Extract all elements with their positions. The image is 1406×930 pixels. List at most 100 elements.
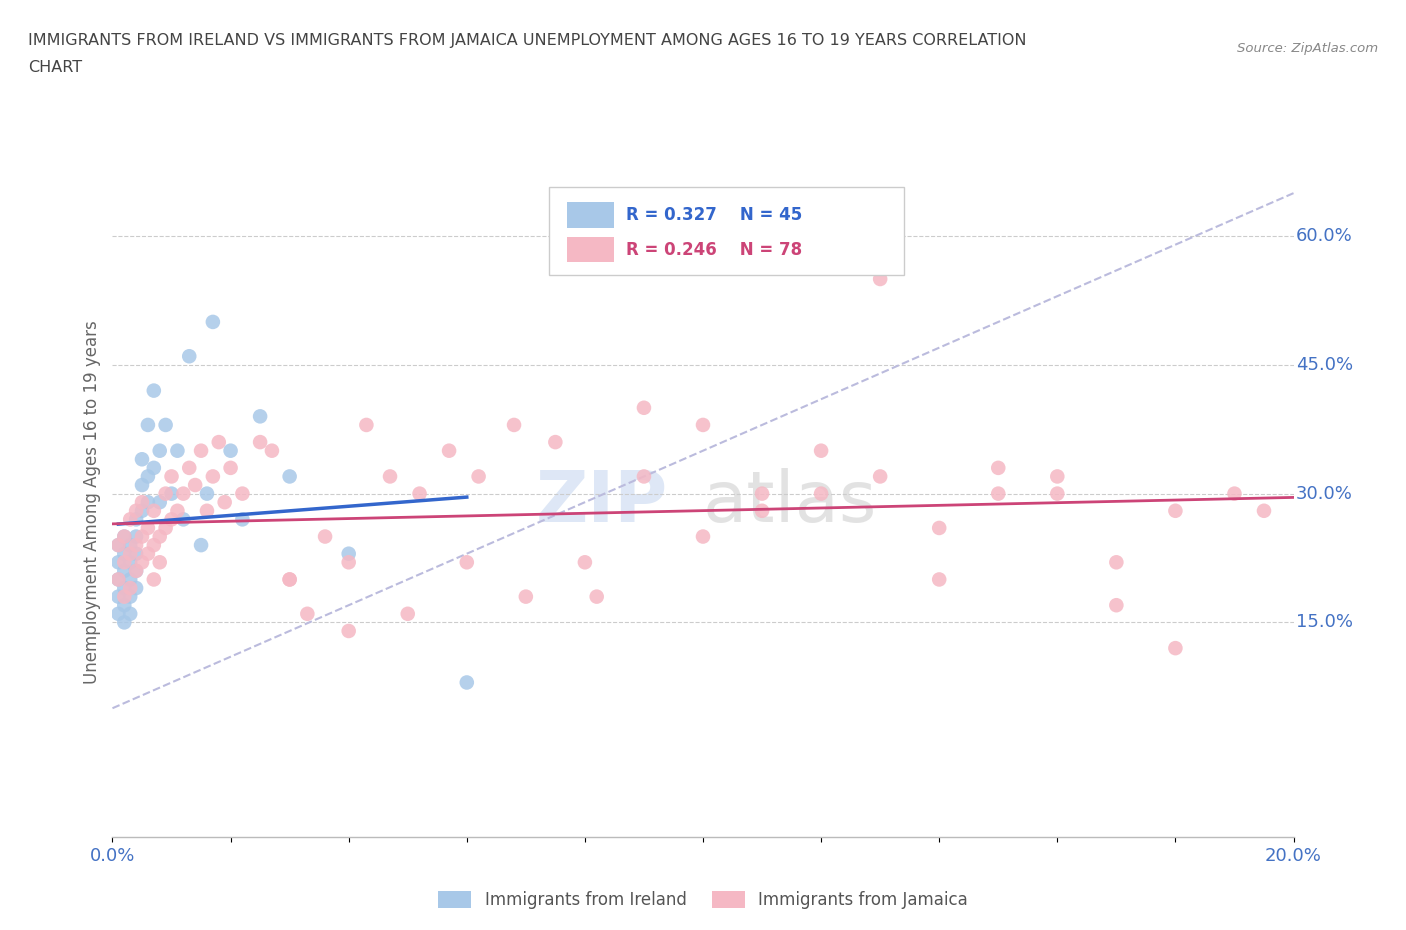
Point [208, 434, 231, 449]
Point [503, 418, 526, 432]
Point [278, 572, 301, 587]
Text: 15.0%: 15.0% [1296, 614, 1353, 631]
Point [278, 469, 301, 484]
Point [751, 486, 773, 501]
Point [107, 555, 129, 570]
Point [179, 460, 201, 475]
Point [1046, 469, 1069, 484]
Point [184, 478, 207, 493]
Point [107, 572, 129, 587]
Point [136, 495, 159, 510]
Point [149, 529, 172, 544]
Point [928, 521, 950, 536]
Point [297, 606, 319, 621]
Point [142, 460, 165, 475]
Point [120, 606, 142, 621]
Point [1105, 555, 1128, 570]
Point [166, 503, 188, 518]
Point [928, 572, 950, 587]
Point [1046, 486, 1069, 501]
Point [633, 469, 655, 484]
Point [125, 564, 148, 578]
FancyBboxPatch shape [550, 188, 904, 274]
Text: R = 0.246    N = 78: R = 0.246 N = 78 [626, 241, 803, 259]
Point [219, 460, 242, 475]
Point [574, 555, 596, 570]
Point [396, 606, 419, 621]
Text: IMMIGRANTS FROM IRELAND VS IMMIGRANTS FROM JAMAICA UNEMPLOYMENT AMONG AGES 16 TO: IMMIGRANTS FROM IRELAND VS IMMIGRANTS FR… [28, 33, 1026, 47]
Point [131, 478, 153, 493]
Point [172, 512, 194, 526]
Bar [567, 237, 614, 262]
Point [120, 580, 142, 595]
Point [120, 555, 142, 570]
Point [112, 546, 135, 561]
Point [260, 444, 283, 458]
Point [456, 555, 478, 570]
Point [585, 590, 607, 604]
Point [337, 546, 360, 561]
Point [155, 486, 177, 501]
Point [437, 444, 460, 458]
Point [467, 469, 489, 484]
Point [107, 590, 129, 604]
Point [515, 590, 537, 604]
Point [692, 418, 714, 432]
Point [201, 469, 224, 484]
Point [195, 503, 218, 518]
Point [160, 469, 183, 484]
Point [1105, 598, 1128, 613]
Point [125, 546, 148, 561]
Point [378, 469, 401, 484]
Point [120, 538, 142, 552]
Point [278, 572, 301, 587]
Point [869, 272, 891, 286]
Point [149, 555, 172, 570]
Point [107, 538, 129, 552]
Point [125, 503, 148, 518]
Text: ZIP: ZIP [536, 468, 668, 537]
Point [1253, 503, 1275, 518]
Point [751, 503, 773, 518]
Point [201, 314, 224, 329]
Point [142, 383, 165, 398]
Point [337, 555, 360, 570]
Point [190, 538, 212, 552]
Point [810, 486, 832, 501]
Point [107, 606, 129, 621]
Text: Source: ZipAtlas.com: Source: ZipAtlas.com [1237, 42, 1378, 55]
Point [112, 598, 135, 613]
Text: R = 0.327    N = 45: R = 0.327 N = 45 [626, 206, 803, 224]
Point [120, 590, 142, 604]
Point [149, 495, 172, 510]
Point [166, 444, 188, 458]
Point [112, 529, 135, 544]
Point [112, 529, 135, 544]
Point [155, 418, 177, 432]
Point [155, 521, 177, 536]
Point [692, 529, 714, 544]
Point [172, 486, 194, 501]
Text: CHART: CHART [28, 60, 82, 75]
Point [149, 444, 172, 458]
Point [987, 460, 1010, 475]
Point [131, 529, 153, 544]
Point [112, 580, 135, 595]
Text: 45.0%: 45.0% [1296, 356, 1353, 374]
Point [125, 512, 148, 526]
Point [987, 486, 1010, 501]
Point [120, 572, 142, 587]
Point [142, 538, 165, 552]
Point [160, 486, 183, 501]
Point [810, 444, 832, 458]
Point [120, 512, 142, 526]
Point [112, 555, 135, 570]
Point [131, 452, 153, 467]
Point [214, 495, 236, 510]
Point [142, 503, 165, 518]
Text: 30.0%: 30.0% [1296, 485, 1353, 502]
Point [125, 564, 148, 578]
Point [1164, 641, 1187, 656]
Point [314, 529, 336, 544]
Point [337, 623, 360, 638]
